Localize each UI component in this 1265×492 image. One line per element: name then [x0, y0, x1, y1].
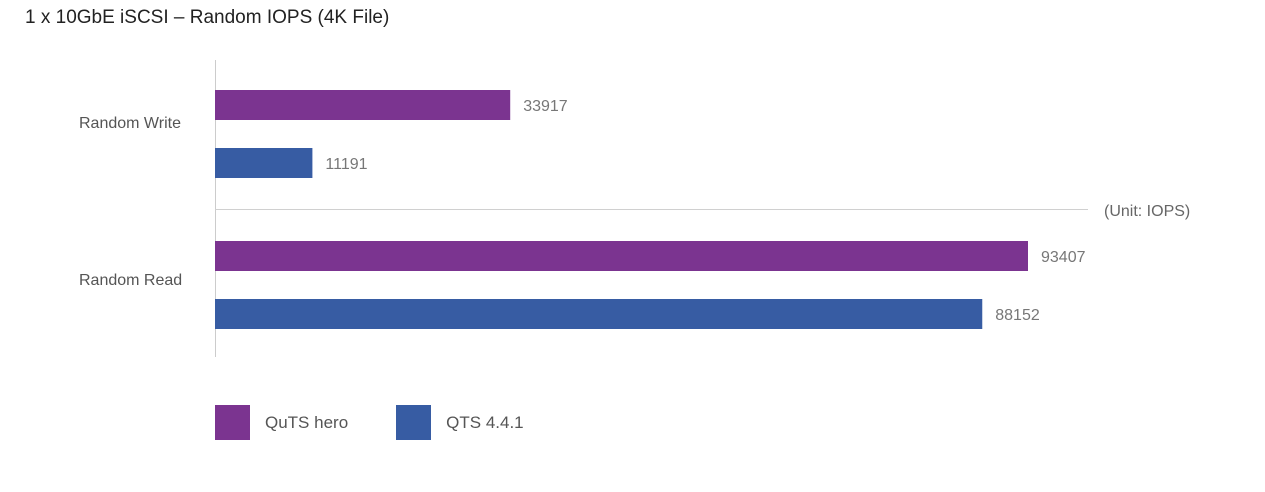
legend-item-quts-hero[interactable]: QuTS hero — [215, 405, 348, 440]
legend-label-quts-hero: QuTS hero — [265, 412, 349, 432]
data-label: 11191 — [325, 156, 367, 173]
data-label: 33917 — [523, 98, 568, 115]
legend: QuTS hero QTS 4.4.1 — [215, 405, 572, 440]
unit-label: (Unit: IOPS) — [1104, 203, 1190, 220]
legend-item-qts[interactable]: QTS 4.4.1 — [396, 405, 524, 440]
category-label: Random Read — [79, 272, 182, 289]
legend-label-qts: QTS 4.4.1 — [446, 412, 524, 432]
bar[interactable] — [215, 241, 1028, 271]
bar[interactable] — [215, 299, 983, 329]
data-label: 93407 — [1041, 249, 1086, 266]
legend-swatch-quts-hero — [215, 405, 250, 440]
legend-swatch-qts — [396, 405, 432, 440]
bar[interactable] — [215, 148, 313, 178]
chart-title: 1 x 10GbE iSCSI – Random IOPS (4K File) — [25, 7, 390, 28]
bar[interactable] — [215, 90, 511, 120]
data-label: 88152 — [995, 307, 1040, 324]
category-label: Random Write — [79, 115, 181, 132]
